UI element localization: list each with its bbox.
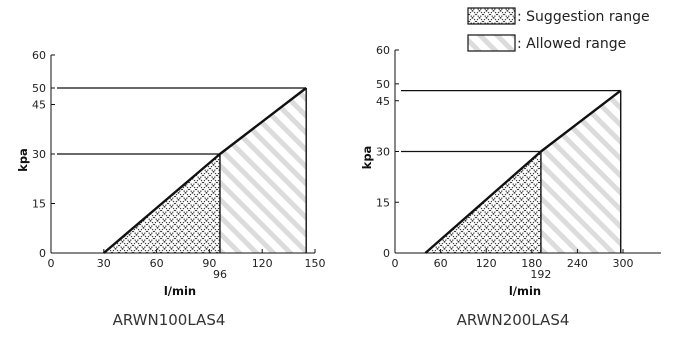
y-tick-label: 50: [32, 82, 46, 95]
x-tick-label: 180: [521, 257, 542, 270]
y-tick-label: 60: [32, 49, 46, 62]
legend-swatch-suggestion: [467, 7, 516, 25]
y-tick-label: 30: [376, 146, 390, 159]
x-tick-label: 120: [252, 257, 273, 270]
x-tick-label: 150: [305, 257, 326, 270]
x-axis-label: l/min: [164, 284, 196, 298]
y-tick-label: 60: [376, 44, 390, 57]
chart-arwn200las4: 0 15 30 45 50 60 0 60 120 180 240 300 192 l/min kpa ARW…: [360, 44, 661, 329]
x-tick-label: 0: [48, 257, 55, 270]
y-axis-label: kpa: [16, 148, 30, 172]
y-tick-label: 30: [32, 148, 46, 161]
legend: : Suggestion range : Allowed range: [467, 7, 650, 52]
x-tick-label: 60: [434, 257, 448, 270]
pressure-curve: [424, 89, 622, 254]
x-tick-label: 300: [613, 257, 634, 270]
x-tick-label: 120: [476, 257, 497, 270]
x-tick-label: 60: [150, 257, 164, 270]
chart-arwn100las4: 0 15 30 45 50 60 0 30 60 90 120 150 96 l/min kpa ARWN10…: [16, 49, 326, 329]
x-tick-label: 90: [202, 257, 216, 270]
x-tick-label: 30: [97, 257, 111, 270]
y-tick-label: 0: [39, 247, 46, 260]
y-tick-label: 45: [32, 99, 46, 112]
legend-label-suggestion: : Suggestion range: [517, 9, 650, 25]
x-tick-label: 240: [567, 257, 588, 270]
y-tick-label: 50: [376, 78, 390, 91]
x-tick-label: 0: [392, 257, 399, 270]
y-tick-label: 15: [376, 196, 390, 209]
legend-label-allowed: : Allowed range: [517, 36, 626, 52]
x-axis-label: l/min: [509, 284, 541, 298]
pressure-curve: [103, 87, 307, 254]
x-extra-tick-label: 192: [530, 268, 551, 281]
allowed-range-area: [219, 88, 307, 253]
y-tick-label: 15: [32, 198, 46, 211]
x-extra-tick-label: 96: [213, 268, 227, 281]
y-axis-label: kpa: [360, 146, 374, 170]
chart-title: ARWN200LAS4: [457, 311, 570, 329]
y-tick-label: 45: [376, 95, 390, 108]
y-tick-label: 0: [383, 247, 390, 260]
legend-swatch-allowed: [467, 34, 516, 52]
allowed-range-area: [540, 90, 621, 253]
chart-title: ARWN100LAS4: [113, 311, 226, 329]
